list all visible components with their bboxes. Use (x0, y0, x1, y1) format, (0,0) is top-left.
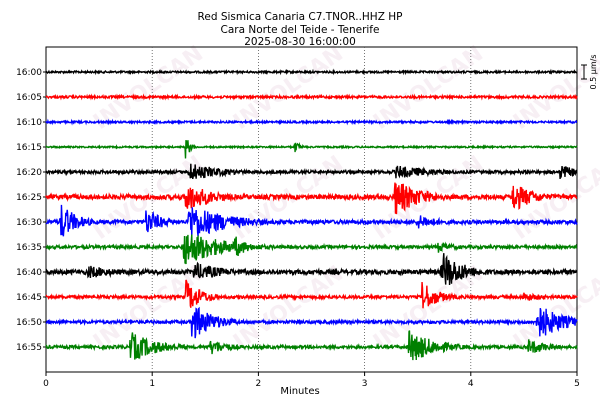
row-time-label: 16:45 (16, 293, 42, 303)
seismic-trace (45, 118, 578, 126)
seismic-trace (45, 253, 578, 286)
chart-subtitle: Cara Norte del Teide - Tenerife (220, 23, 380, 36)
row-time-label: 16:05 (16, 93, 42, 103)
chart-title-block: Red Sismica Canaria C7.TNOR..HHZ HP Cara… (0, 0, 600, 49)
row-time-label: 16:30 (16, 218, 42, 228)
x-tick-label: 1 (149, 379, 155, 389)
row-time-label: 16:20 (16, 168, 42, 178)
watermark-text: INVOLCAN (229, 261, 348, 355)
row-time-label: 16:40 (16, 268, 42, 278)
chart-title: Red Sismica Canaria C7.TNOR..HHZ HP (197, 11, 403, 23)
seismic-trace (45, 306, 578, 339)
seismic-trace (45, 68, 578, 76)
chart-timestamp: 2025-08-30 16:00:00 (244, 36, 356, 48)
x-tick-label: 0 (43, 379, 49, 389)
x-tick-label: 5 (574, 379, 580, 389)
seismic-trace (45, 163, 578, 180)
row-time-label: 16:15 (16, 143, 42, 153)
seismic-trace (45, 330, 578, 361)
seismic-trace (45, 204, 578, 237)
seismic-trace (45, 93, 578, 101)
plot-frame (45, 46, 578, 373)
x-axis-label: Minutes (280, 386, 320, 397)
seismic-trace (45, 139, 578, 159)
row-time-label: 16:25 (16, 193, 42, 203)
row-time-label: 16:35 (16, 243, 42, 253)
row-time-label: 16:10 (16, 118, 42, 128)
row-time-label: 16:55 (16, 343, 42, 353)
x-tick-label: 3 (362, 379, 368, 389)
x-tick-label: 4 (468, 379, 474, 389)
scale-label: 0.5 µm/s (589, 54, 598, 89)
seismic-trace (45, 279, 578, 309)
seismic-trace (45, 234, 578, 265)
row-time-label: 16:00 (16, 68, 42, 78)
seismic-trace (45, 182, 578, 215)
row-time-label: 16:50 (16, 318, 42, 328)
x-tick-label: 2 (256, 379, 262, 389)
